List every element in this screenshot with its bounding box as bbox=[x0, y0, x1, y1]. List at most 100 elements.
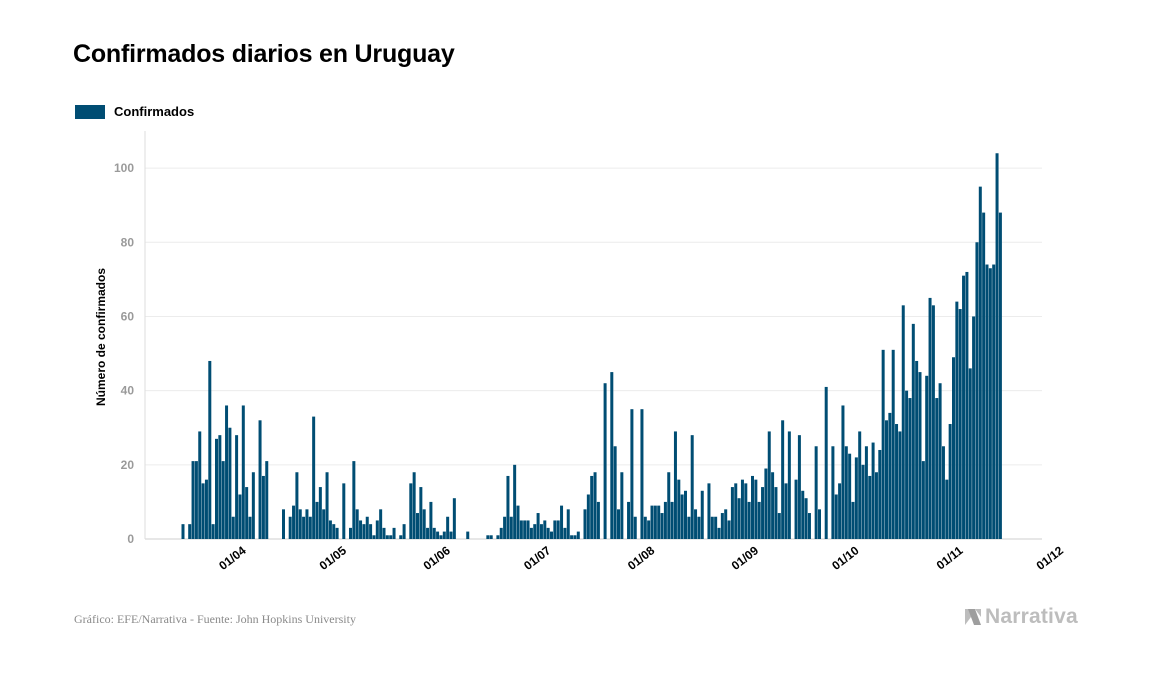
bar bbox=[513, 464, 517, 539]
x-axis: 01/04 01/05 01/06 01/07 01/08 01/09 01/10 01/11… bbox=[216, 543, 1066, 573]
x-tick-label: 01/08 bbox=[625, 543, 658, 573]
bar bbox=[888, 412, 892, 539]
bar bbox=[807, 513, 811, 539]
bar bbox=[962, 275, 966, 539]
bar bbox=[409, 483, 413, 539]
bar bbox=[908, 398, 912, 539]
bar bbox=[509, 516, 513, 539]
bar bbox=[757, 501, 761, 539]
bar bbox=[550, 531, 553, 539]
bar bbox=[218, 435, 222, 539]
bar bbox=[282, 509, 285, 539]
bar bbox=[677, 479, 681, 539]
bar bbox=[975, 242, 979, 539]
bar bbox=[566, 509, 570, 539]
bar bbox=[905, 390, 909, 539]
bar bbox=[392, 527, 396, 539]
bar bbox=[898, 431, 902, 539]
bar bbox=[794, 479, 798, 539]
x-tick-label: 01/07 bbox=[521, 543, 554, 573]
bar bbox=[385, 535, 389, 539]
bar bbox=[952, 357, 955, 539]
bar bbox=[342, 483, 346, 539]
bar bbox=[191, 461, 195, 539]
bar bbox=[891, 349, 895, 539]
bar bbox=[972, 316, 976, 539]
bar bbox=[771, 472, 775, 539]
bar bbox=[754, 479, 758, 539]
bar bbox=[787, 431, 791, 539]
bar bbox=[814, 446, 818, 539]
bar bbox=[630, 409, 634, 539]
bar bbox=[563, 527, 567, 539]
bar bbox=[714, 516, 718, 539]
bar bbox=[516, 505, 520, 539]
bar bbox=[707, 483, 711, 539]
bar bbox=[955, 301, 959, 539]
footer-source: Gráfico: EFE/Narrativa - Fuente: John Ho… bbox=[74, 612, 356, 626]
bar bbox=[382, 527, 386, 539]
bar bbox=[613, 446, 617, 539]
bar bbox=[650, 505, 654, 539]
bar bbox=[355, 509, 359, 539]
bar bbox=[640, 409, 644, 539]
bar bbox=[419, 487, 423, 539]
bar bbox=[690, 435, 694, 539]
bar bbox=[590, 475, 594, 539]
bar bbox=[194, 461, 198, 539]
bar bbox=[851, 501, 855, 539]
bar bbox=[784, 483, 788, 539]
bar bbox=[801, 490, 805, 539]
bar bbox=[231, 516, 235, 539]
bar bbox=[198, 431, 202, 539]
y-axis-label: Número de confirmados bbox=[94, 268, 108, 406]
bar bbox=[560, 505, 564, 539]
bar bbox=[921, 461, 925, 539]
bar bbox=[536, 513, 540, 539]
bar bbox=[211, 524, 215, 539]
bar bbox=[596, 501, 600, 539]
bar bbox=[734, 483, 738, 539]
y-tick-label: 20 bbox=[121, 458, 135, 472]
bar bbox=[288, 516, 292, 539]
bar bbox=[687, 516, 691, 539]
bar bbox=[673, 431, 677, 539]
bar bbox=[251, 472, 255, 539]
bar bbox=[379, 509, 383, 539]
bar bbox=[181, 524, 185, 539]
bar bbox=[871, 442, 875, 539]
bar bbox=[724, 509, 728, 539]
bar bbox=[442, 531, 446, 539]
bar bbox=[449, 531, 453, 539]
bar bbox=[486, 535, 490, 539]
bar bbox=[697, 516, 701, 539]
bar bbox=[436, 531, 440, 539]
bar bbox=[751, 475, 754, 539]
bar bbox=[804, 498, 808, 539]
legend-label-confirmados: Confirmados bbox=[114, 104, 195, 119]
bar bbox=[466, 531, 470, 539]
bar bbox=[968, 368, 972, 539]
bar bbox=[506, 475, 510, 539]
bar bbox=[988, 268, 992, 539]
bar bbox=[861, 464, 865, 539]
bar bbox=[998, 212, 1002, 539]
bar bbox=[730, 487, 734, 539]
bar bbox=[831, 446, 835, 539]
bar bbox=[603, 383, 607, 539]
narrativa-logo: Narrativa bbox=[963, 605, 1078, 629]
bar bbox=[982, 212, 986, 539]
y-axis: 0 20 40 60 80 100 bbox=[114, 161, 134, 546]
y-tick-label: 60 bbox=[121, 309, 135, 323]
x-tick-label: 01/06 bbox=[421, 543, 454, 573]
bar bbox=[188, 524, 192, 539]
bar bbox=[335, 527, 339, 539]
bar bbox=[684, 490, 687, 539]
bar bbox=[312, 416, 316, 539]
bar bbox=[399, 535, 403, 539]
bar bbox=[349, 527, 352, 539]
bar bbox=[717, 527, 721, 539]
bar bbox=[647, 520, 651, 539]
bar bbox=[362, 524, 366, 539]
bar bbox=[318, 487, 322, 539]
